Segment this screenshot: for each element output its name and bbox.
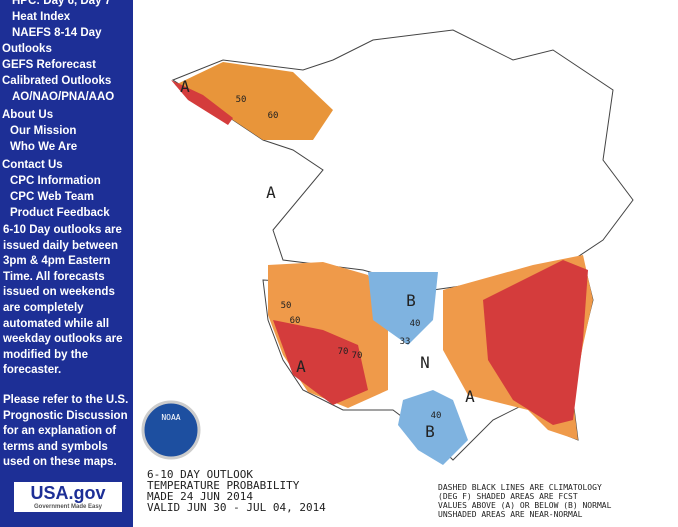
nav-link[interactable]: Heat Index [12, 11, 71, 23]
usagov-logo[interactable]: USA.gov Government Made Easy [14, 482, 122, 512]
above-area [171, 80, 233, 125]
nav-link[interactable]: CPC Information [10, 175, 101, 187]
below-area [398, 390, 468, 465]
nav-link[interactable]: NAEFS 8-14 Day [12, 27, 102, 39]
map-label: 40 [410, 319, 421, 329]
map-label: A [465, 387, 475, 406]
map-label: B [406, 291, 416, 310]
caption-line: 6-10 DAY OUTLOOK [147, 468, 253, 481]
map-label: 60 [268, 111, 279, 121]
logo-sub: Government Made Easy [33, 504, 103, 510]
nav-link[interactable]: CPC Web Team [10, 191, 94, 203]
sidebar: HPC: Day 6, Day 7 Heat Index NAEFS 8-14 … [0, 0, 133, 527]
map-label: 70 [352, 351, 363, 361]
logo-text: USA.gov [30, 483, 106, 503]
below-area [368, 272, 438, 345]
above-area [273, 320, 368, 405]
nav-link[interactable]: Who We Are [10, 141, 78, 153]
nav-link[interactable]: AO/NAO/PNA/AAO [12, 91, 115, 103]
nav-link[interactable]: Calibrated Outlooks [2, 75, 112, 87]
legend-line: VALUES ABOVE (A) OR BELOW (B) NORMAL [438, 501, 612, 510]
nav-link[interactable]: GEFS Reforecast [2, 59, 96, 71]
nav-link[interactable]: Our Mission [10, 125, 77, 137]
map-label: A [296, 357, 306, 376]
map-label: 70 [338, 347, 349, 357]
nav-link[interactable]: Outlooks [2, 43, 52, 55]
map-label: B [425, 422, 435, 441]
map-label: 33 [400, 337, 411, 347]
map-label: A [266, 183, 276, 202]
legend-line: UNSHADED AREAS ARE NEAR-NORMAL [438, 510, 583, 519]
nav-link[interactable]: HPC: Day 6, Day 7 [12, 0, 112, 7]
map-label: 40 [431, 411, 442, 421]
noaa-logo: NOAA [141, 400, 201, 460]
legend-line: DASHED BLACK LINES ARE CLIMATOLOGY [438, 483, 602, 492]
nav-link[interactable]: Product Feedback [10, 207, 110, 219]
above-area [175, 62, 333, 140]
map-label: 50 [236, 95, 247, 105]
caption-line: MADE 24 JUN 2014 [147, 490, 253, 503]
above-area [483, 260, 588, 425]
refer-text[interactable]: Please refer to the U.S. Prognostic Disc… [3, 393, 129, 469]
map-label: 50 [281, 301, 292, 311]
nav-heading[interactable]: About Us [2, 109, 54, 121]
noaa-text: NOAA [161, 413, 180, 422]
map-label: A [180, 77, 190, 96]
map-label: 60 [290, 316, 301, 326]
legend-line: (DEG F) SHADED AREAS ARE FCST [438, 492, 578, 501]
note: 6-10 Day outlooks are issued daily betwe… [3, 224, 123, 377]
nav-heading[interactable]: Contact Us [2, 159, 63, 171]
caption-line: VALID JUN 30 - JUL 04, 2014 [147, 501, 326, 514]
caption-line: TEMPERATURE PROBABILITY [147, 479, 300, 492]
map-label: N [420, 353, 430, 372]
